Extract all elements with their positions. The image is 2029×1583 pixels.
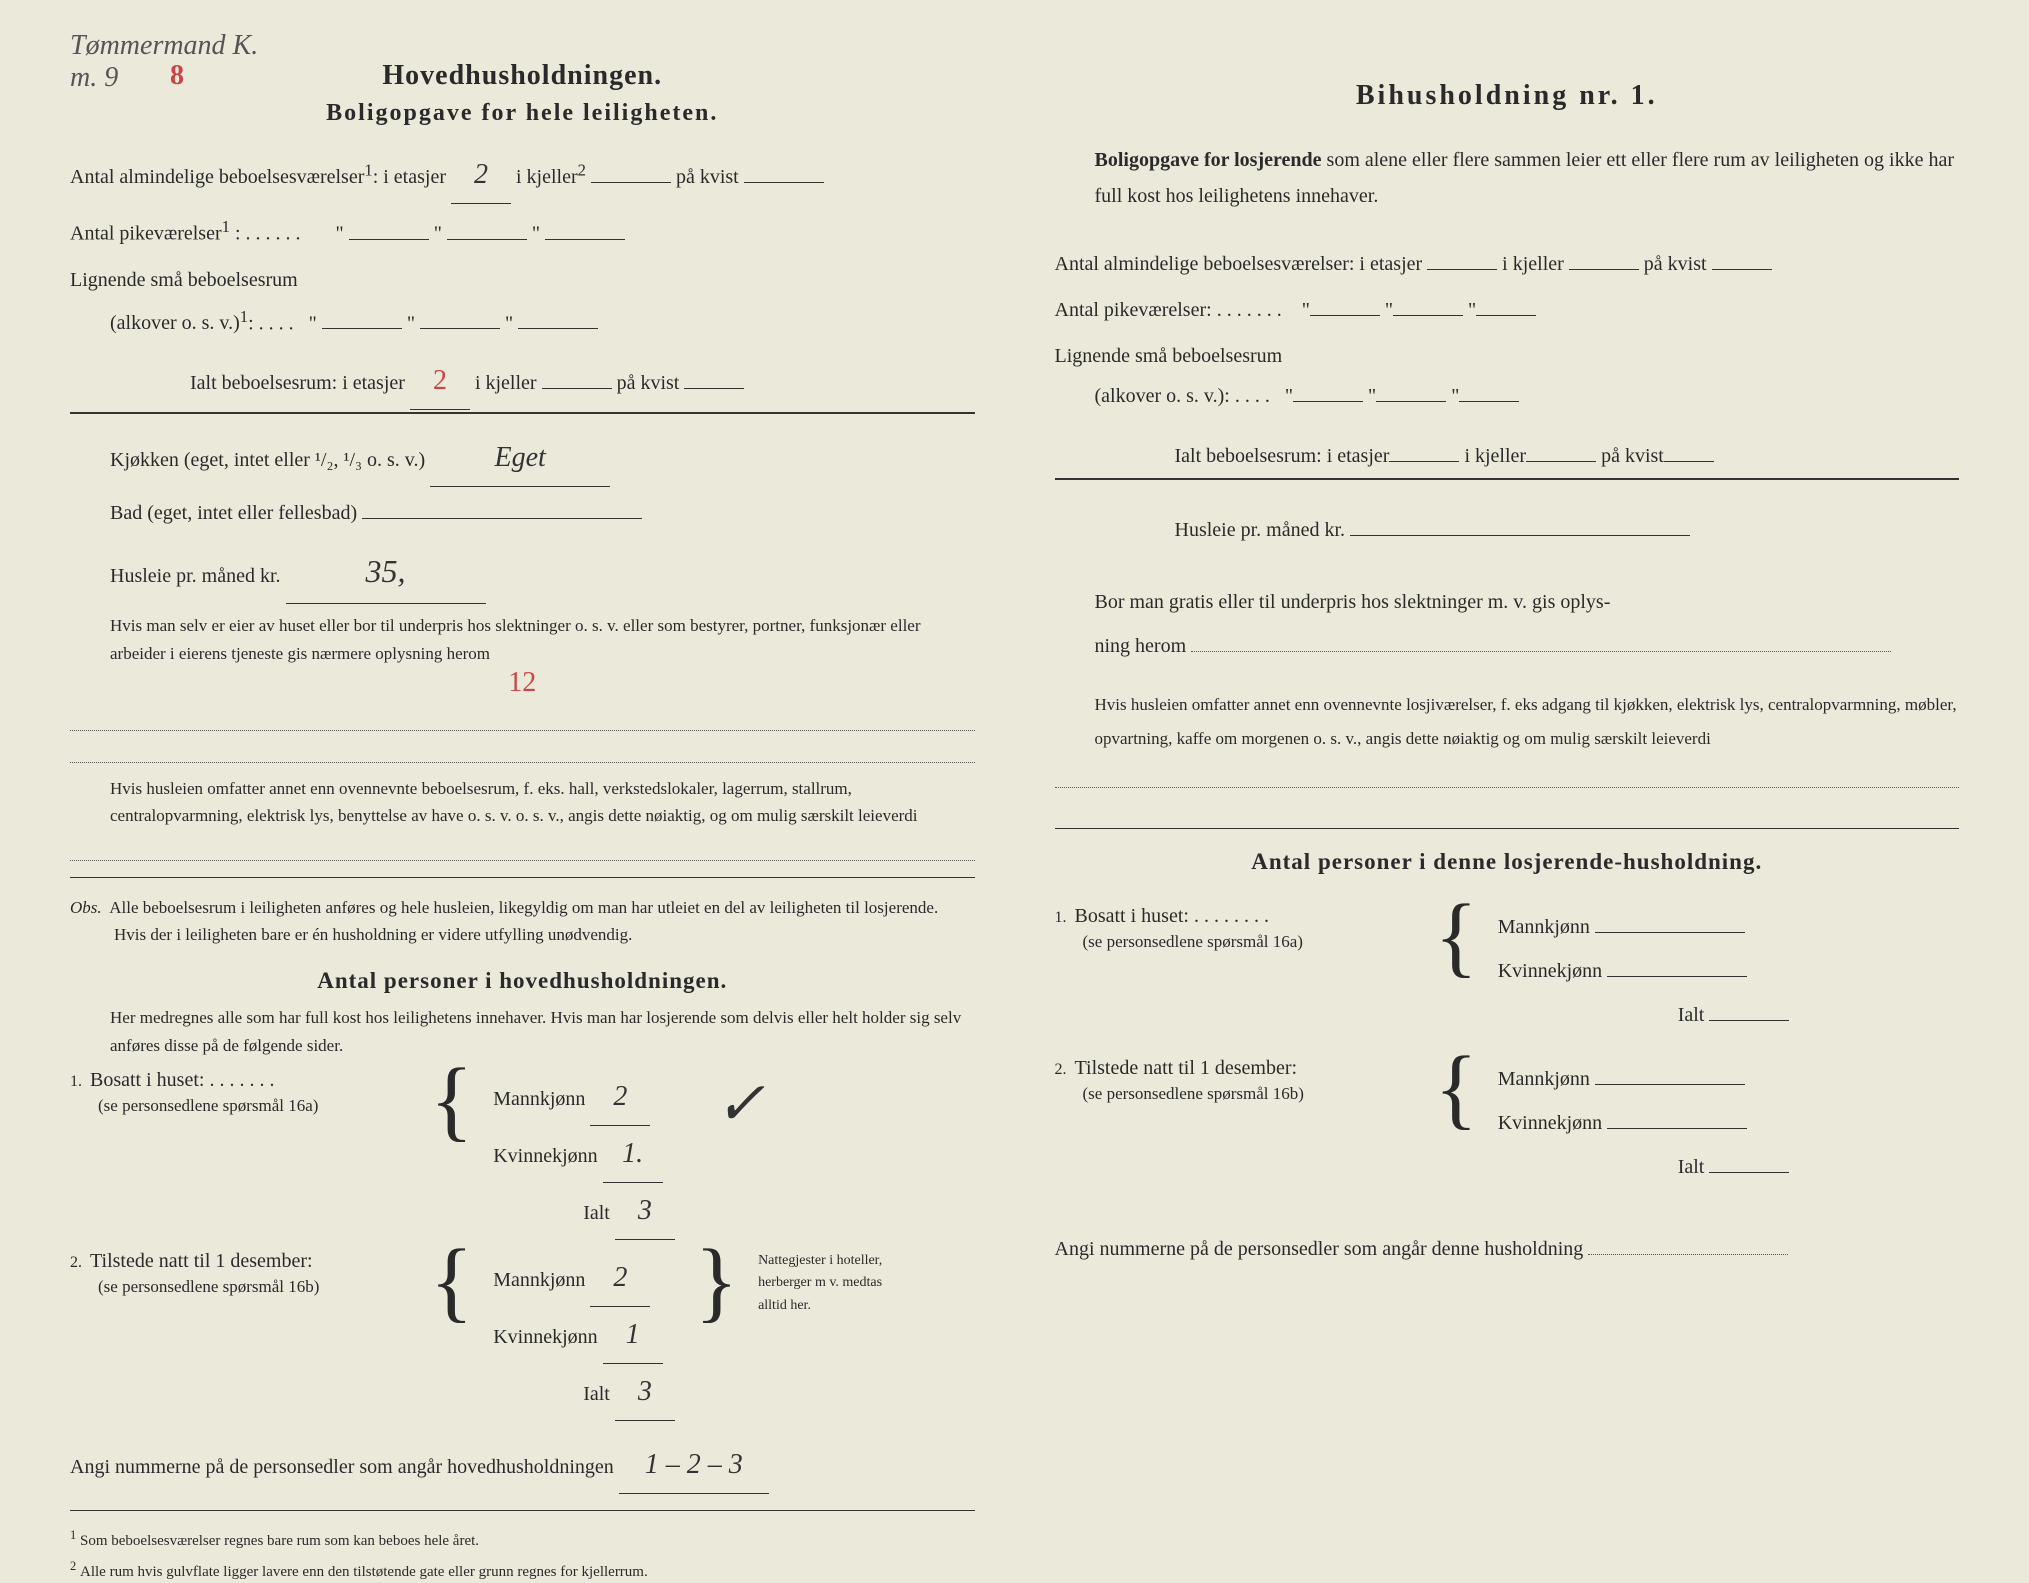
line-husleie: Husleie pr. måned kr. 35, (70, 539, 975, 604)
section-persons: Antal personer i hovedhusholdningen. (70, 968, 975, 994)
q2-row: 2. Tilstede natt til 1 desember: (se per… (70, 1250, 975, 1421)
val-angi: 1 – 2 – 3 (619, 1437, 769, 1494)
val-etasjer2: 2 (410, 353, 470, 410)
line-kjokken: Kjøkken (eget, intet eller ¹/₂, ¹/₃ o. s… (70, 430, 975, 487)
left-page: Tømmermand K. m. 9 8 Hovedhusholdningen.… (30, 40, 1015, 1496)
r-intro: Boligopgave for losjerende som alene ell… (1055, 142, 1960, 214)
val-ialt1: 3 (615, 1183, 675, 1240)
angi-line: Angi nummerne på de personsedler som ang… (70, 1437, 975, 1494)
brace-icon: { (1435, 1057, 1478, 1120)
r-para2: Hvis husleien omfatter annet enn ovennev… (1055, 688, 1960, 756)
val-mann1: 2 (590, 1069, 650, 1126)
r-angi: Angi nummerne på de personsedler som ang… (1055, 1229, 1960, 1269)
r-pike: Antal pikeværelser: . . . . . . . " " " (1055, 290, 1960, 330)
obs-block: Obs. Alle beboelsesrum i leiligheten anf… (70, 894, 975, 948)
r-lignende: Lignende små beboelsesrum (alkover o. s.… (1055, 336, 1960, 416)
r-rooms: Antal almindelige beboelsesværelser: i e… (1055, 244, 1960, 284)
line-ialt-rooms: Ialt beboelsesrum: i etasjer 2 i kjeller… (70, 353, 975, 414)
brace-icon: { (430, 1250, 473, 1313)
val-kvinne1: 1. (603, 1126, 663, 1183)
checkmark-icon: ✓ (715, 1069, 765, 1139)
val-husleie: 35, (286, 539, 486, 604)
val-ialt2: 3 (615, 1364, 675, 1421)
hw-m: m. 9 (70, 62, 118, 93)
line-lignende: Lignende små beboelsesrum (alkover o. s.… (70, 260, 975, 344)
r-title: Bihusholdning nr. 1. (1055, 80, 1960, 112)
line-rooms: Antal almindelige beboelsesværelser1: i … (70, 147, 975, 204)
r-section-persons: Antal personer i denne losjerende-hushol… (1055, 849, 1960, 875)
val-mann2: 2 (590, 1250, 650, 1307)
r-husleie: Husleie pr. måned kr. (1055, 510, 1960, 550)
brace-icon: } (695, 1250, 738, 1313)
val-kjokken: Eget (430, 430, 610, 487)
r-ialt-rooms: Ialt beboelsesrum: i etasjer i kjeller p… (1055, 436, 1960, 480)
handwriting-top: Tømmermand K. m. 9 (70, 30, 258, 94)
line-pike: Antal pikeværelser1 : . . . . . . " " " (70, 210, 975, 254)
right-page: Bihusholdning nr. 1. Boligopgave for los… (1015, 40, 2000, 1496)
natte-note: Nattegjester i hoteller, herberger m v. … (758, 1250, 898, 1317)
r-para1: Bor man gratis eller til underpris hos s… (1055, 580, 1960, 668)
footnote2: 2 Alle rum hvis gulvflate ligger lavere … (70, 1558, 975, 1583)
q1-row: 1. Bosatt i huset: . . . . . . . (se per… (70, 1069, 975, 1240)
hw-top: Tømmermand K. (70, 30, 258, 61)
title-sub: Boligopgave for hele leiligheten. (70, 100, 975, 127)
footnote1: 1 Som beboelsesværelser regnes bare rum … (70, 1527, 975, 1552)
val-kvinne2: 1 (603, 1307, 663, 1364)
brace-icon: { (430, 1069, 473, 1132)
val-etasjer1: 2 (451, 147, 511, 204)
page-num-red: 8 (170, 60, 185, 92)
line-bad: Bad (eget, intet eller fellesbad) (70, 493, 975, 533)
val-red12: 12 (508, 667, 536, 698)
r-q1-row: 1. Bosatt i huset: . . . . . . . . (se p… (1055, 905, 1960, 1037)
section-sub: Her medregnes alle som har full kost hos… (70, 1004, 975, 1058)
brace-icon: { (1435, 905, 1478, 968)
r-q2-row: 2. Tilstede natt til 1 desember: (se per… (1055, 1057, 1960, 1189)
para-husleie: Hvis husleien omfatter annet enn ovennev… (70, 775, 975, 829)
para-eier: Hvis man selv er eier av huset eller bor… (70, 612, 975, 666)
